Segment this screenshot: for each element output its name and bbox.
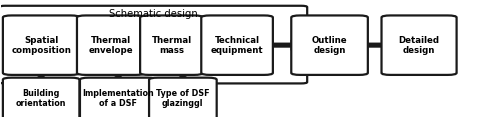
Text: Outline
design: Outline design: [312, 36, 348, 55]
Polygon shape: [136, 40, 148, 50]
Polygon shape: [72, 40, 85, 50]
FancyBboxPatch shape: [149, 78, 216, 118]
Text: Building
orientation: Building orientation: [16, 89, 66, 108]
Polygon shape: [110, 73, 127, 82]
Polygon shape: [360, 40, 388, 50]
Polygon shape: [174, 73, 192, 82]
FancyBboxPatch shape: [202, 15, 273, 75]
Text: Technical
equipment: Technical equipment: [211, 36, 264, 55]
Text: Thermal
mass: Thermal mass: [152, 36, 192, 55]
Text: Implementation
of a DSF: Implementation of a DSF: [82, 89, 154, 108]
Text: Type of DSF
glazinggl: Type of DSF glazinggl: [156, 89, 210, 108]
Text: Detailed
design: Detailed design: [398, 36, 440, 55]
FancyBboxPatch shape: [382, 15, 456, 75]
FancyBboxPatch shape: [3, 15, 80, 75]
Polygon shape: [195, 40, 209, 50]
FancyBboxPatch shape: [292, 15, 368, 75]
FancyBboxPatch shape: [80, 78, 156, 118]
FancyBboxPatch shape: [140, 15, 203, 75]
Polygon shape: [32, 73, 50, 82]
FancyBboxPatch shape: [77, 15, 144, 75]
Text: Thermal
envelope: Thermal envelope: [88, 36, 133, 55]
Polygon shape: [265, 40, 298, 50]
Text: Spatial
composition: Spatial composition: [11, 36, 71, 55]
FancyBboxPatch shape: [3, 78, 80, 118]
Text: Schematic design: Schematic design: [109, 9, 198, 19]
